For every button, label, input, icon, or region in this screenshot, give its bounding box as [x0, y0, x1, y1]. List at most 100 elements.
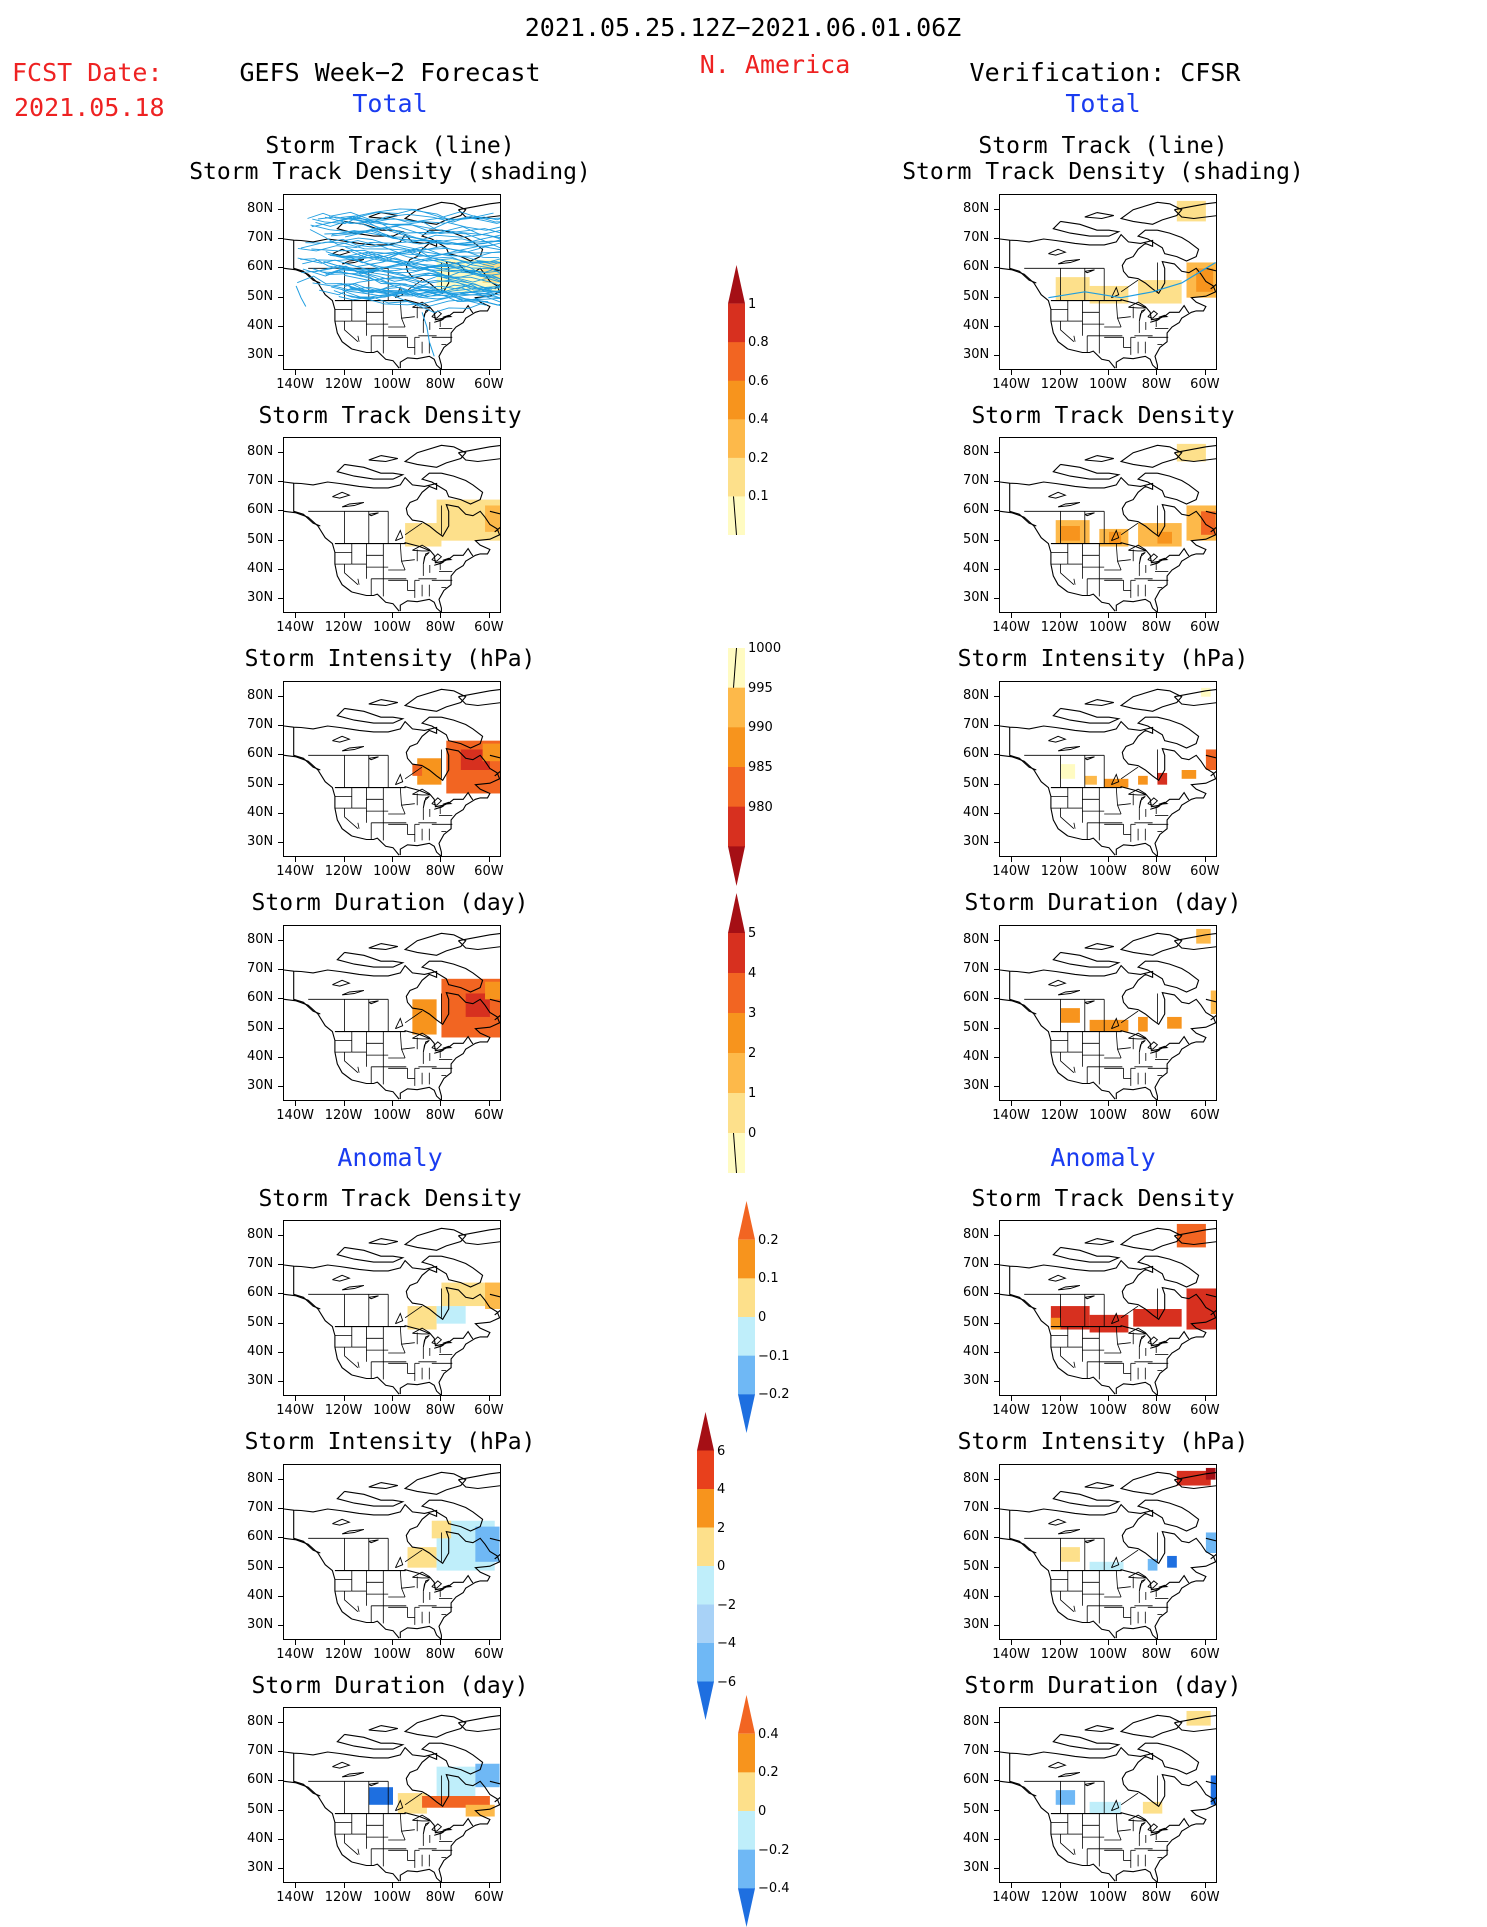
lat-tick-mark [278, 355, 283, 357]
lon-tick-label: 140W [992, 1403, 1030, 1418]
lat-tick-mark [278, 998, 283, 1000]
storm-track-line [295, 285, 307, 307]
lat-tick-mark [994, 451, 999, 453]
colorbar-tick-label: 4 [748, 966, 757, 981]
lat-tick-label: 80N [247, 200, 274, 216]
lat-tick-mark [278, 569, 283, 570]
lon-tick-mark [440, 1396, 442, 1401]
lat-tick-mark [994, 1751, 999, 1752]
colorbar-tick-label: 990 [748, 720, 773, 736]
lat-tick-mark [994, 842, 999, 844]
lon-tick-mark [1108, 1101, 1109, 1106]
lon-tick-label: 60W [474, 1403, 504, 1418]
lat-tick-label: 40N [247, 318, 274, 333]
shade-cell [1060, 1008, 1080, 1023]
lon-tick-mark [440, 1640, 442, 1645]
lon-tick-label: 100W [1089, 1108, 1127, 1123]
lat-tick-label: 50N [963, 1801, 990, 1817]
lon-tick-mark [392, 857, 393, 862]
colorbar-tick-label: 980 [748, 799, 773, 815]
lat-tick-label: 60N [247, 1285, 274, 1301]
lat-tick-mark [994, 1596, 999, 1597]
lat-tick-mark [278, 1596, 283, 1597]
lat-tick-mark [278, 451, 283, 453]
lat-tick-mark [994, 695, 999, 697]
lon-tick-mark [1108, 1396, 1109, 1401]
left-density-title: Storm Track Density [258, 403, 522, 429]
lon-tick-mark [1059, 1883, 1061, 1888]
lon-tick-label: 100W [373, 377, 411, 392]
colorbar-segment [728, 1093, 745, 1134]
lon-tick-label: 80W [425, 1890, 456, 1905]
lon-tick-mark [1011, 857, 1013, 862]
left-track-plot [284, 201, 500, 369]
left-anom-density-plot [284, 1227, 500, 1395]
lon-tick-label: 80W [425, 1108, 456, 1123]
storm-track-line [329, 211, 500, 222]
lat-tick-label: 70N [963, 473, 990, 488]
colorbar-tick-label: 0 [717, 1559, 726, 1574]
colorbar-segment [738, 1888, 755, 1927]
lat-tick-label: 70N [247, 1500, 274, 1515]
storm-track-line [331, 230, 500, 245]
lon-tick-label: 120W [1040, 1890, 1079, 1905]
lon-tick-label: 60W [1190, 1403, 1220, 1418]
storm-track-line [317, 216, 500, 240]
colorbar-segment [738, 1733, 755, 1773]
shade-cell [1176, 1223, 1206, 1248]
lat-tick-label: 50N [247, 531, 274, 547]
lon-tick-mark [295, 370, 297, 375]
lat-tick-mark [994, 1868, 999, 1870]
shade-cell [482, 743, 500, 762]
lat-tick-label: 70N [963, 961, 990, 976]
lon-tick-mark [343, 1396, 345, 1401]
colorbar-segment [728, 380, 745, 420]
shade-cell [1142, 1801, 1163, 1814]
lat-tick-label: 70N [963, 1500, 990, 1515]
lat-tick-label: 60N [963, 1529, 990, 1545]
lat-tick-mark [278, 842, 283, 844]
fcst-date-value: 2021.05.18 [14, 93, 165, 122]
lat-tick-mark [278, 969, 283, 970]
left-anom-intensity-plot [284, 1471, 500, 1639]
left-column-title: GEFS Week−2 Forecast [239, 58, 541, 87]
colorbar-tick-label: 0.4 [748, 412, 769, 428]
right-track-title-2: Storm Track Density (shading) [902, 159, 1304, 185]
shade-cell [1089, 1801, 1122, 1814]
left-duration-plot [284, 932, 500, 1100]
shade-cell [1104, 778, 1129, 788]
lon-tick-label: 60W [1190, 864, 1220, 879]
shade-cell [1089, 1314, 1129, 1333]
right-total-label: Total [1065, 89, 1141, 118]
colorbar-segment [738, 1278, 755, 1318]
lon-tick-label: 140W [276, 377, 314, 392]
lon-tick-label: 100W [1089, 1890, 1127, 1905]
colorbar-segment [738, 1849, 755, 1889]
colorbar-segment [728, 496, 745, 535]
colorbar-tick-label: 0.2 [748, 450, 769, 466]
lat-tick-mark [278, 813, 283, 814]
lon-tick-mark [1108, 613, 1109, 618]
lat-tick-mark [994, 783, 999, 785]
shade-cell [436, 1306, 466, 1324]
lon-tick-label: 120W [1040, 864, 1079, 879]
lon-tick-mark [1156, 1640, 1158, 1645]
colorbar-segment [728, 893, 745, 933]
colorbar-segment [728, 846, 745, 886]
colorbar-tick-label: 0 [758, 1804, 767, 1819]
lat-tick-label: 70N [247, 230, 274, 245]
left-anom-density-map [283, 1220, 501, 1396]
lat-tick-mark [278, 1086, 283, 1088]
lat-tick-label: 50N [963, 1019, 990, 1035]
colorbar-segment [728, 1013, 745, 1054]
lat-tick-label: 30N [247, 1617, 274, 1633]
colorbar-segment [728, 1053, 745, 1094]
lon-tick-mark [1204, 1640, 1206, 1645]
lat-tick-label: 40N [963, 1049, 990, 1064]
lon-tick-mark [1059, 370, 1061, 375]
storm-track-line [312, 266, 500, 275]
lat-tick-mark [278, 1751, 283, 1752]
lat-tick-label: 60N [247, 259, 274, 275]
lon-tick-label: 80W [1141, 864, 1172, 879]
storm-track-line [297, 229, 500, 252]
